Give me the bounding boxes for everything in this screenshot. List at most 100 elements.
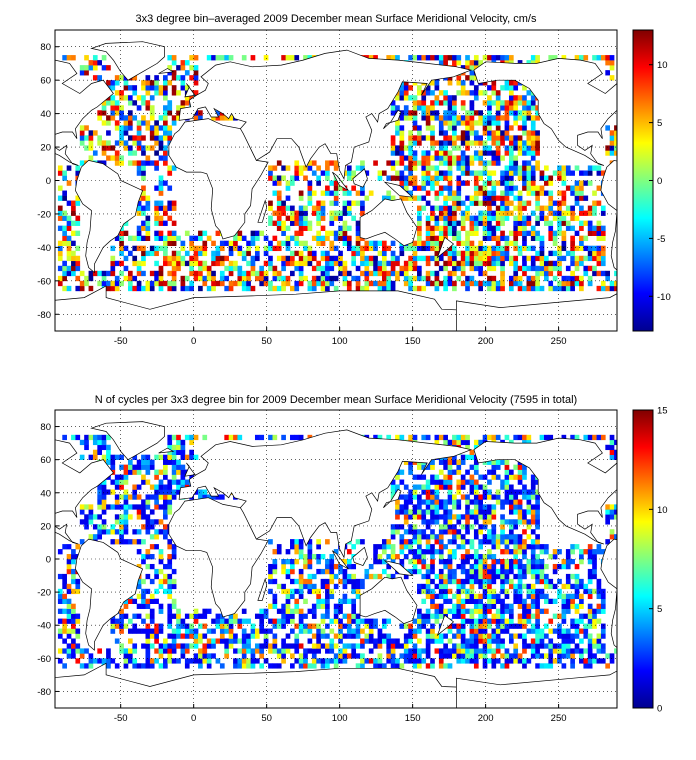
bin-cell [465, 130, 470, 136]
bin-cell [114, 140, 120, 146]
bin-cell [149, 110, 155, 116]
bin-cell [311, 613, 317, 619]
bin-cell [171, 70, 177, 76]
bin-cell [508, 534, 514, 540]
bin-cell [408, 464, 413, 470]
bin-cell [390, 240, 396, 247]
bin-cell [101, 105, 107, 111]
bin-cell [600, 245, 606, 252]
bin-cell [316, 603, 321, 609]
bin-cell [434, 638, 440, 644]
bin-cell [219, 618, 225, 624]
bin-cell [333, 658, 339, 664]
bin-cell [539, 573, 545, 580]
bin-cell [290, 255, 295, 262]
bin-cell [456, 135, 462, 141]
bin-cell [579, 185, 584, 191]
bin-cell [565, 185, 571, 191]
bin-cell [228, 434, 234, 441]
bin-cell [504, 479, 510, 485]
bin-cell [329, 593, 335, 600]
bin-cell [513, 120, 519, 126]
bin-cell [84, 439, 89, 446]
bin-cell [425, 125, 431, 131]
bin-cell [609, 658, 615, 664]
bin-cell [390, 110, 396, 116]
bin-cell [535, 55, 540, 61]
bin-cell [346, 245, 352, 252]
bin-cell [132, 648, 138, 654]
bin-cell [447, 125, 453, 131]
bin-cell [504, 658, 510, 664]
bin-cell [303, 255, 308, 262]
bin-cell [136, 230, 142, 236]
bin-cell [430, 155, 435, 161]
bin-cell [403, 648, 409, 654]
bin-cell [495, 658, 501, 664]
bin-cell [465, 230, 470, 236]
bin-cell [557, 205, 562, 211]
bin-cell [500, 270, 505, 277]
bin-cell [71, 559, 76, 565]
bin-cell [513, 509, 519, 515]
bin-cell [202, 230, 208, 236]
bin-cell [469, 593, 475, 600]
bin-cell [171, 603, 177, 609]
bin-cell [141, 235, 146, 241]
bin-cell [193, 260, 199, 267]
bin-cell [526, 130, 532, 136]
bin-cell [605, 539, 610, 545]
bin-cell [119, 474, 124, 480]
bin-cell [158, 484, 164, 490]
bin-cell [478, 175, 483, 181]
bin-cell [443, 529, 448, 535]
bin-cell [158, 494, 164, 500]
bin-cell [127, 648, 133, 654]
bin-cell [395, 509, 400, 515]
bin-cell [92, 150, 98, 156]
bin-cell [592, 549, 597, 555]
bin-cell [206, 285, 212, 292]
bin-cell [508, 549, 514, 555]
bin-cell [434, 489, 440, 495]
bin-cell [447, 160, 453, 166]
bin-cell [456, 544, 462, 550]
bin-cell [434, 260, 440, 267]
bin-cell [473, 509, 479, 515]
bin-cell [215, 623, 221, 629]
bin-cell [530, 568, 536, 575]
coastline [158, 68, 175, 74]
bin-cell [530, 135, 536, 141]
bin-cell [482, 250, 488, 257]
bin-cell [473, 554, 479, 560]
bin-cell [443, 265, 448, 272]
bin-cell [592, 573, 597, 580]
bin-cell [184, 85, 190, 91]
bin-cell [425, 155, 431, 161]
bin-cell [430, 509, 435, 515]
bin-cell [495, 160, 501, 166]
bin-cell [417, 568, 422, 575]
bin-cell [495, 120, 501, 126]
bin-cell [219, 494, 225, 500]
bin-cell [530, 593, 536, 600]
bin-cell [290, 210, 295, 216]
bin-cell [298, 255, 304, 262]
bin-cell [163, 145, 168, 151]
bin-cell [522, 265, 527, 272]
bin-cell [456, 180, 462, 186]
bin-cell [417, 185, 422, 191]
bin-cell [478, 539, 483, 545]
bin-cell [530, 494, 536, 500]
bin-cell [285, 205, 291, 211]
bin-cell [101, 65, 107, 71]
bin-cell [145, 220, 151, 226]
bin-cell [504, 539, 510, 545]
bin-cell [333, 275, 339, 282]
bin-cell [565, 593, 571, 600]
bin-cell [119, 529, 124, 535]
bin-cell [452, 504, 457, 510]
bin-cell [579, 170, 584, 176]
bin-cell [71, 220, 76, 226]
